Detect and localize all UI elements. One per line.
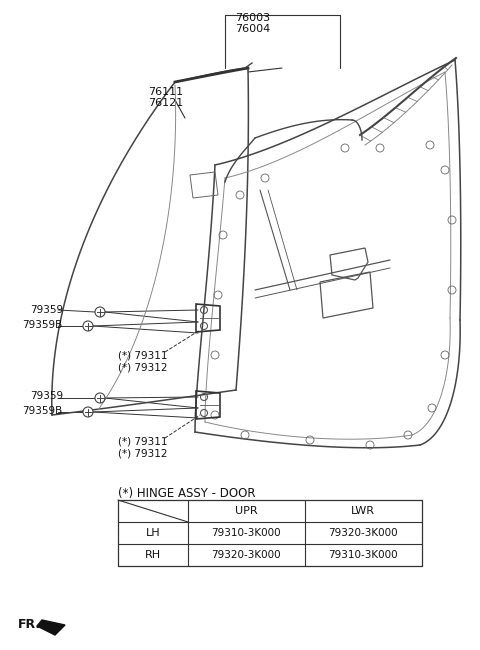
Text: LH: LH	[146, 528, 160, 538]
Circle shape	[83, 407, 93, 417]
Text: 79359B: 79359B	[22, 406, 62, 416]
Text: 76003: 76003	[235, 13, 271, 23]
Text: (*) HINGE ASSY - DOOR: (*) HINGE ASSY - DOOR	[118, 486, 255, 499]
Text: 76121: 76121	[148, 98, 183, 108]
Circle shape	[83, 321, 93, 331]
Polygon shape	[37, 620, 65, 635]
Text: 79359B: 79359B	[22, 320, 62, 330]
Text: UPR: UPR	[235, 506, 257, 516]
Text: 76111: 76111	[148, 87, 183, 97]
Circle shape	[95, 393, 105, 403]
Text: FR.: FR.	[18, 619, 41, 632]
Text: 76004: 76004	[235, 24, 271, 34]
Text: (*) 79311: (*) 79311	[118, 350, 168, 360]
Text: 79320-3K000: 79320-3K000	[211, 550, 281, 560]
Text: 79320-3K000: 79320-3K000	[328, 528, 398, 538]
Text: 79359: 79359	[30, 305, 63, 315]
Circle shape	[95, 307, 105, 317]
Text: 79359: 79359	[30, 391, 63, 401]
Text: (*) 79311: (*) 79311	[118, 436, 168, 446]
Text: (*) 79312: (*) 79312	[118, 362, 168, 372]
Text: 79310-3K000: 79310-3K000	[328, 550, 398, 560]
Text: (*) 79312: (*) 79312	[118, 448, 168, 458]
Text: LWR: LWR	[351, 506, 375, 516]
Text: 79310-3K000: 79310-3K000	[211, 528, 281, 538]
Text: RH: RH	[145, 550, 161, 560]
